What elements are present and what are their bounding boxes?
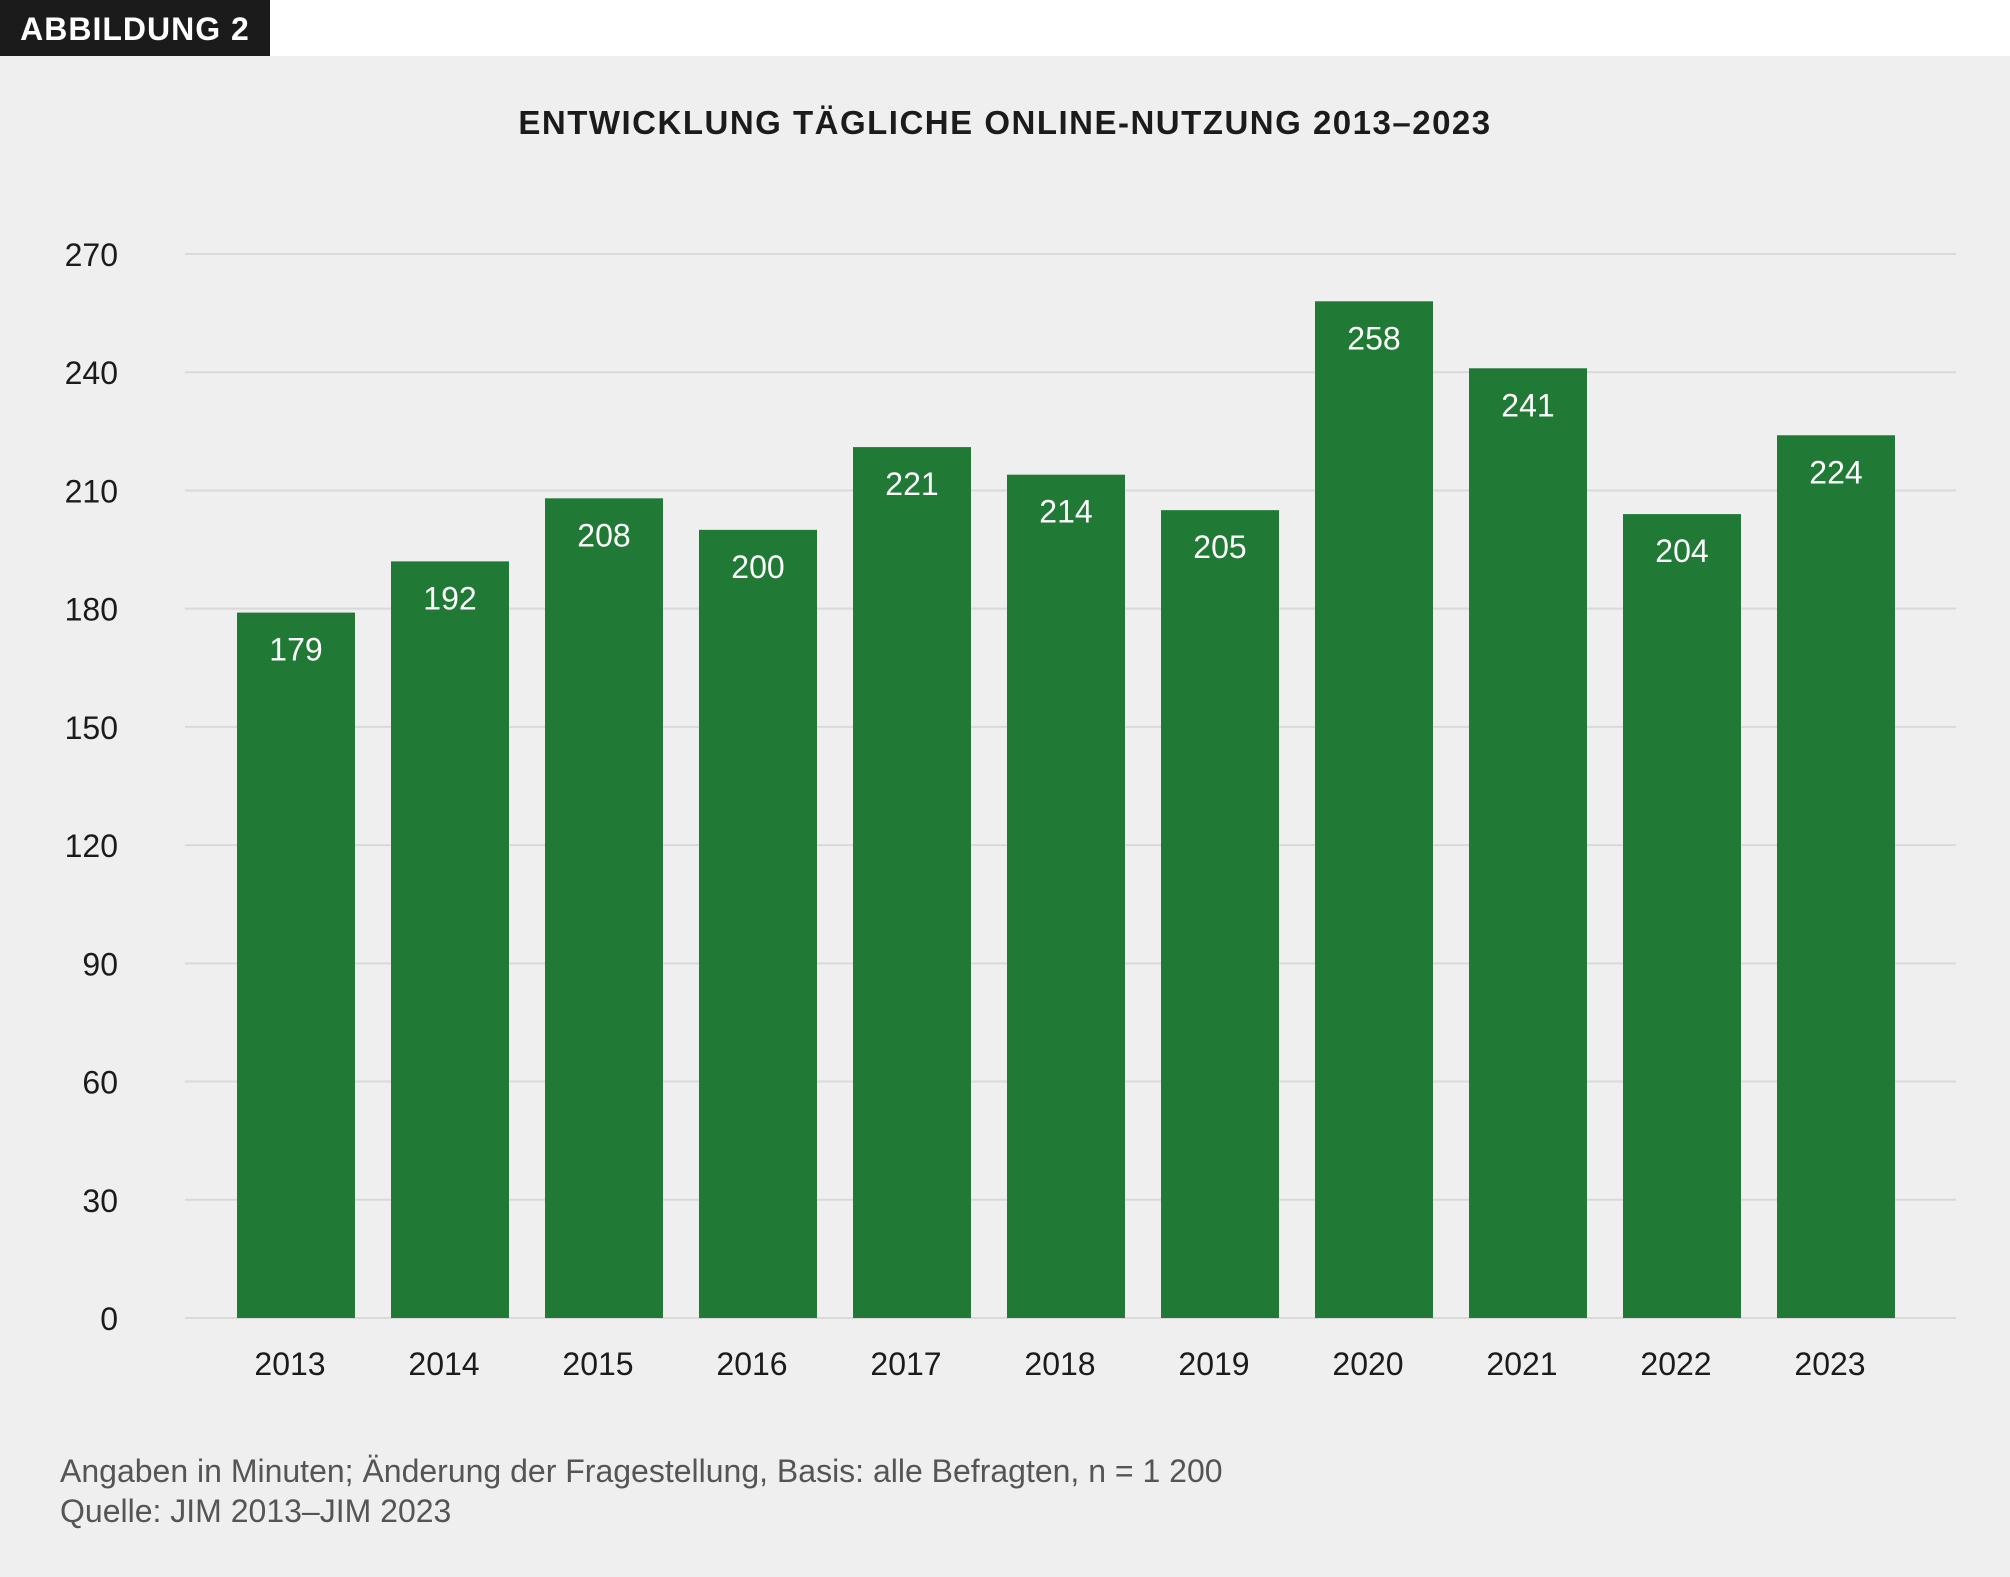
y-tick-label: 240: [65, 355, 118, 391]
y-tick-label: 180: [65, 592, 118, 628]
data-label: 205: [1193, 529, 1246, 565]
data-label: 192: [423, 580, 476, 616]
bar: [391, 561, 509, 1318]
bar: [1777, 435, 1895, 1319]
data-label: 258: [1347, 320, 1400, 356]
y-tick-label: 30: [82, 1183, 118, 1219]
x-tick-label: 2022: [1640, 1346, 1711, 1382]
x-tick-label: 2018: [1024, 1346, 1095, 1382]
data-label: 179: [269, 632, 322, 668]
footnote: Angaben in Minuten; Änderung der Fragest…: [60, 1453, 1223, 1489]
x-tick-label: 2019: [1178, 1346, 1249, 1382]
y-tick-label: 270: [65, 237, 118, 273]
x-tick-label: 2020: [1332, 1346, 1403, 1382]
x-tick-label: 2023: [1794, 1346, 1865, 1382]
y-tick-label: 90: [82, 946, 118, 982]
bar: [545, 498, 663, 1318]
bar: [1315, 301, 1433, 1318]
data-label: 200: [731, 549, 784, 585]
data-label: 221: [885, 466, 938, 502]
bar: [1007, 474, 1125, 1318]
y-tick-label: 120: [65, 828, 118, 864]
bar: [1623, 514, 1741, 1318]
source-note: Quelle: JIM 2013–JIM 2023: [60, 1493, 452, 1529]
y-tick-label: 0: [100, 1301, 118, 1337]
bar: [1161, 510, 1279, 1318]
x-tick-label: 2013: [254, 1346, 325, 1382]
data-label: 224: [1809, 454, 1862, 490]
y-tick-label: 210: [65, 473, 118, 509]
data-label: 241: [1501, 387, 1554, 423]
bar: [699, 529, 817, 1318]
x-tick-label: 2015: [562, 1346, 633, 1382]
chart-title: ENTWICKLUNG TÄGLICHE ONLINE-NUTZUNG 2013…: [518, 104, 1492, 141]
bar: [853, 447, 971, 1318]
data-label: 204: [1655, 533, 1708, 569]
y-tick-label: 150: [65, 710, 118, 746]
x-tick-label: 2021: [1486, 1346, 1557, 1382]
y-tick-label: 60: [82, 1065, 118, 1101]
bar: [237, 612, 355, 1318]
data-label: 214: [1039, 494, 1092, 530]
x-tick-label: 2016: [716, 1346, 787, 1382]
data-label: 208: [577, 517, 630, 553]
x-tick-label: 2014: [408, 1346, 479, 1382]
x-tick-label: 2017: [870, 1346, 941, 1382]
bar: [1469, 368, 1587, 1318]
figure-label: ABBILDUNG 2: [0, 0, 270, 56]
